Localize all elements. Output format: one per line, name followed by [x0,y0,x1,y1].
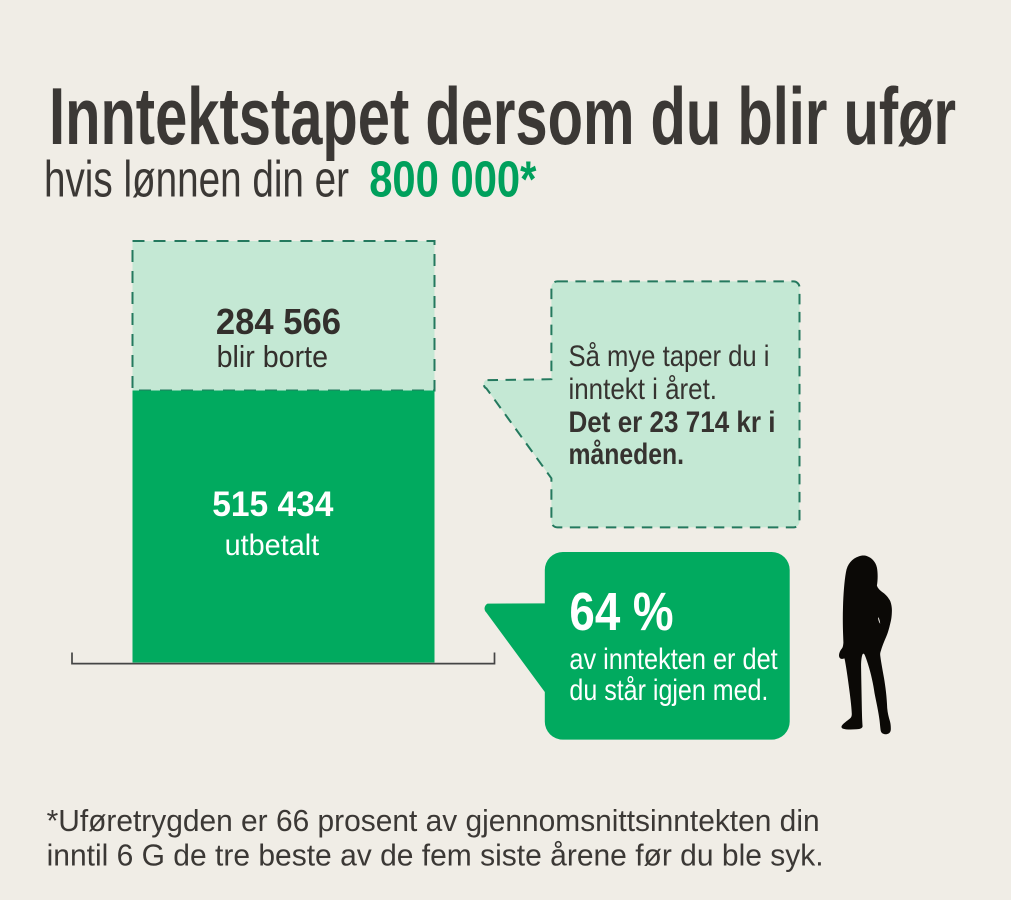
svg-text:Inntektstapet dersom du blir u: Inntektstapet dersom du blir ufør [49,72,956,162]
svg-text:284 566: 284 566 [216,301,341,342]
svg-text:64 %: 64 % [569,582,673,642]
svg-text:du står igjen med.: du står igjen med. [569,674,768,707]
svg-text:måneden.: måneden. [569,438,685,471]
svg-text:blir borte: blir borte [217,339,328,374]
svg-text:hvis lønnen din er: hvis lønnen din er [44,151,349,208]
svg-text:*Uføretrygden er 66 prosent av: *Uføretrygden er 66 prosent av gjennomsn… [47,803,820,838]
svg-text:inntekt i året.: inntekt i året. [569,373,718,406]
svg-text:inntil 6 G de tre beste av de: inntil 6 G de tre beste av de fem siste … [47,838,824,873]
svg-text:515 434: 515 434 [212,485,334,524]
svg-text:Det er 23 714 kr i: Det er 23 714 kr i [569,406,776,439]
svg-text:800 000*: 800 000* [369,151,536,208]
svg-text:utbetalt: utbetalt [225,529,320,562]
svg-text:av inntekten er det: av inntekten er det [569,643,778,676]
svg-text:Så mye taper du i: Så mye taper du i [569,340,770,373]
